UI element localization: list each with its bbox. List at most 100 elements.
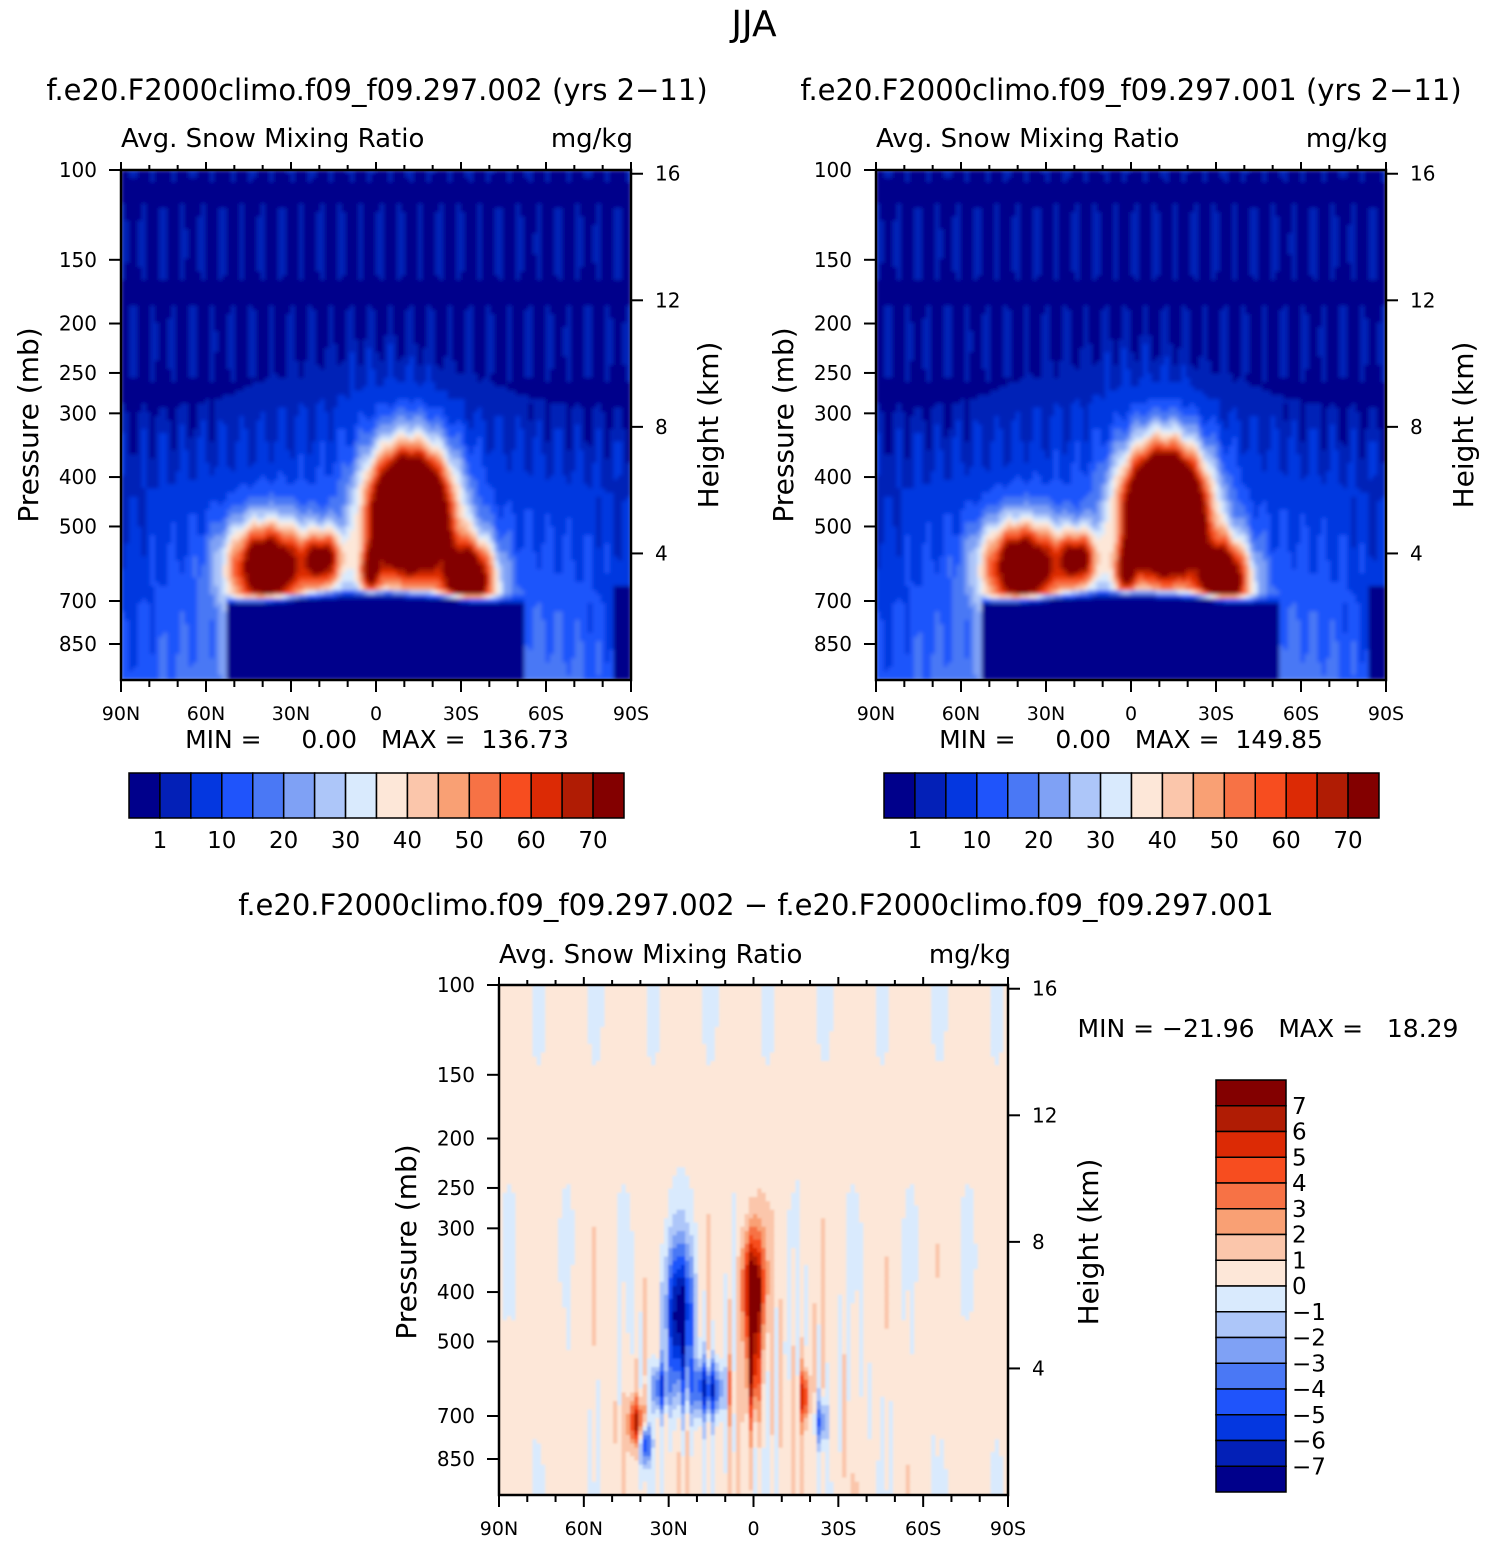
field-cell	[286, 594, 292, 600]
field-cell	[443, 560, 479, 566]
field-cell	[273, 326, 288, 332]
field-cell	[592, 424, 606, 430]
field-cell	[384, 216, 398, 222]
field-cell	[524, 428, 538, 434]
field-cell	[167, 352, 177, 358]
field-cell	[439, 275, 445, 281]
field-cell	[554, 450, 564, 456]
field-cell	[571, 348, 585, 354]
field-cell	[426, 594, 441, 600]
field-cell	[129, 658, 139, 664]
field-cell	[507, 552, 513, 558]
field-cell	[209, 373, 215, 379]
field-cell	[622, 331, 631, 337]
field-cell	[456, 505, 462, 511]
field-cell	[964, 170, 970, 175]
field-cell	[341, 203, 360, 209]
field-cell	[341, 467, 356, 473]
field-cell	[426, 441, 432, 447]
field-cell	[337, 488, 347, 494]
field-cell	[154, 377, 173, 383]
field-cell	[494, 356, 509, 362]
field-cell	[180, 428, 186, 434]
field-cell	[494, 229, 504, 235]
field-cell	[405, 348, 419, 354]
field-cell	[214, 654, 220, 660]
field-cell	[248, 556, 296, 562]
field-cell	[150, 632, 156, 638]
field-cell	[188, 241, 198, 247]
field-cell	[367, 348, 373, 354]
field-cell	[205, 535, 215, 541]
field-cell	[265, 267, 279, 273]
field-cell	[1147, 178, 1166, 184]
field-cell	[218, 216, 228, 222]
field-cell	[243, 513, 254, 519]
field-cell	[167, 407, 177, 413]
field-cell	[341, 471, 356, 477]
field-cell	[613, 649, 631, 655]
field-cell	[371, 360, 390, 366]
field-cell	[243, 229, 258, 235]
field-cell	[1262, 170, 1268, 175]
field-cell	[226, 441, 237, 447]
field-cell	[1062, 178, 1068, 184]
field-cell	[583, 331, 594, 337]
field-cell	[1321, 173, 1327, 179]
field-cell	[121, 518, 130, 524]
field-cell	[392, 343, 398, 349]
field-cell	[575, 569, 585, 575]
field-cell	[524, 454, 534, 460]
field-cell	[371, 535, 453, 541]
field-cell	[452, 462, 462, 468]
field-cell	[188, 348, 198, 354]
field-cell	[545, 530, 555, 536]
field-cell	[524, 433, 538, 439]
field-cell	[345, 492, 351, 498]
field-cell	[405, 241, 419, 247]
field-cell	[566, 322, 572, 328]
field-cell	[600, 645, 606, 651]
field-cell	[333, 467, 343, 473]
field-cell	[256, 322, 271, 328]
field-cell	[362, 454, 373, 460]
field-cell	[184, 224, 198, 230]
field-cell	[205, 530, 211, 536]
field-cell	[464, 224, 479, 230]
field-cell	[252, 513, 258, 519]
field-cell	[124, 467, 143, 473]
field-cell	[358, 224, 364, 230]
field-cell	[294, 518, 300, 524]
field-cell	[265, 428, 279, 434]
field-cell	[150, 445, 156, 451]
field-cell	[524, 437, 534, 443]
field-cell	[583, 254, 594, 260]
field-cell	[358, 518, 364, 524]
field-cell	[226, 675, 526, 680]
field-cell	[613, 535, 623, 541]
field-cell	[490, 505, 500, 511]
field-cell	[121, 462, 126, 468]
field-cell	[265, 203, 300, 209]
colorbar-box	[437, 772, 471, 819]
field-cell	[137, 522, 147, 528]
field-cell	[167, 475, 177, 481]
field-cell	[524, 314, 534, 320]
field-cell	[354, 569, 360, 575]
field-cell	[426, 322, 436, 328]
field-cell	[515, 241, 526, 247]
field-cell	[197, 598, 215, 604]
field-cell	[129, 233, 139, 239]
field-cell	[596, 212, 602, 218]
field-cell	[1198, 203, 1213, 209]
field-cell	[571, 662, 585, 668]
field-cell	[269, 522, 275, 528]
field-cell	[405, 407, 419, 413]
field-cell	[617, 475, 631, 481]
field-cell	[1049, 173, 1064, 179]
field-cell	[876, 199, 1386, 205]
field-cell	[435, 170, 449, 175]
field-cell	[494, 560, 500, 566]
field-cell	[473, 305, 487, 311]
field-cell	[524, 267, 538, 273]
